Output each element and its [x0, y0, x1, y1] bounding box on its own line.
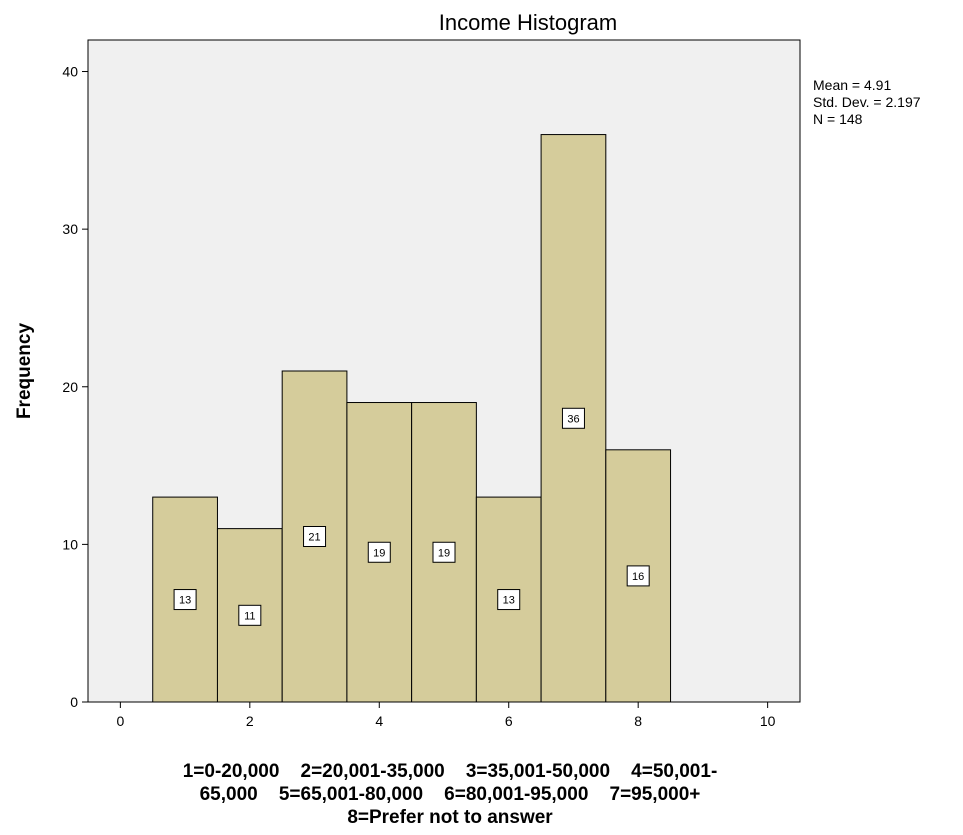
bar-label-8: 16 [632, 571, 644, 583]
x-tick-label-2: 2 [246, 713, 254, 729]
stats-std-dev: Std. Dev. = 2.197 [813, 94, 921, 110]
x-axis-title-line-1: 1=0-20,000 2=20,001-35,000 3=35,001-50,0… [183, 761, 718, 782]
stats-box: Mean = 4.91 Std. Dev. = 2.197 N = 148 [813, 77, 921, 127]
y-tick-label-0: 0 [70, 694, 78, 710]
bar-label-box-1 [173, 589, 197, 611]
bars-group [152, 134, 672, 703]
bar-label-1: 13 [179, 595, 191, 607]
y-tick-label-20: 20 [62, 379, 78, 395]
bar-labels-group: 13 11 21 19 19 13 36 16 [173, 407, 650, 626]
y-tick-label-10: 10 [62, 536, 78, 552]
bar-label-box-6 [497, 589, 521, 611]
x-axis-title-line-2: 65,000 5=65,001-80,000 6=80,001-95,000 7… [200, 784, 701, 805]
x-tick-label-4: 4 [375, 713, 383, 729]
x-tick-label-6: 6 [505, 713, 513, 729]
y-tick-label-40: 40 [62, 64, 78, 80]
x-tick-label-10: 10 [760, 713, 776, 729]
bar-label-2: 11 [244, 610, 255, 622]
bar-label-box-4 [367, 541, 391, 563]
y-axis: 0 10 20 30 40 [62, 64, 88, 710]
x-axis-title: 1=0-20,000 2=20,001-35,000 3=35,001-50,0… [183, 761, 718, 828]
bar-label-3: 21 [308, 532, 320, 544]
x-axis: 0 2 4 6 8 10 [116, 702, 776, 729]
x-axis-title-line-3: 8=Prefer not to answer [347, 807, 553, 828]
bar-label-box-5 [432, 541, 456, 563]
bar-label-4: 19 [373, 547, 385, 559]
x-tick-label-0: 0 [116, 713, 124, 729]
bar-label-box-2 [238, 604, 262, 626]
bar-label-box-3 [303, 526, 327, 547]
y-axis-title: Frequency [14, 323, 35, 420]
chart-title: Income Histogram [439, 10, 618, 35]
bar-label-5: 19 [438, 547, 450, 559]
bar-label-7: 36 [567, 413, 579, 425]
stats-n: N = 148 [813, 111, 863, 127]
bar-label-6: 13 [503, 595, 515, 607]
x-tick-label-8: 8 [634, 713, 642, 729]
stats-mean: Mean = 4.91 [813, 77, 891, 93]
bar-label-box-7 [561, 407, 585, 429]
bar-label-box-8 [626, 565, 650, 587]
y-tick-label-30: 30 [62, 221, 78, 237]
